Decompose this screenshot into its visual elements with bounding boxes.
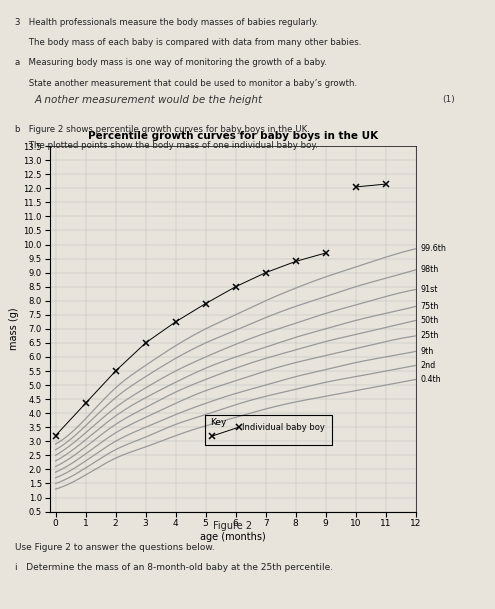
Text: 25th: 25th xyxy=(420,331,439,340)
Title: Percentile growth curves for baby boys in the UK: Percentile growth curves for baby boys i… xyxy=(88,131,378,141)
Text: b   Figure 2 shows percentile growth curves for baby boys in the UK.: b Figure 2 shows percentile growth curve… xyxy=(15,125,310,134)
Text: i   Determine the mass of an 8-month-old baby at the 25th percentile.: i Determine the mass of an 8-month-old b… xyxy=(15,563,333,572)
Text: 98th: 98th xyxy=(420,266,439,274)
Text: 99.6th: 99.6th xyxy=(420,244,446,253)
Text: Key: Key xyxy=(210,418,227,428)
Text: The body mass of each baby is compared with data from many other babies.: The body mass of each baby is compared w… xyxy=(15,38,361,48)
Text: Individual baby boy: Individual baby boy xyxy=(242,423,325,432)
Text: 50th: 50th xyxy=(420,316,439,325)
Text: Figure 2: Figure 2 xyxy=(213,521,252,530)
Text: Use Figure 2 to answer the questions below.: Use Figure 2 to answer the questions bel… xyxy=(15,543,215,552)
Text: (1): (1) xyxy=(443,94,455,104)
Text: a   Measuring body mass is one way of monitoring the growth of a baby.: a Measuring body mass is one way of moni… xyxy=(15,58,327,68)
Text: 0.4th: 0.4th xyxy=(420,375,441,384)
Y-axis label: mass (g): mass (g) xyxy=(9,308,19,350)
Text: 9th: 9th xyxy=(420,347,434,356)
Text: 75th: 75th xyxy=(420,302,439,311)
Text: 91st: 91st xyxy=(420,285,438,294)
Text: 2nd: 2nd xyxy=(420,361,436,370)
Text: 3   Health professionals measure the body masses of babies regularly.: 3 Health professionals measure the body … xyxy=(15,18,318,27)
Text: A nother measurement would be the height: A nother measurement would be the height xyxy=(35,94,263,105)
Text: State another measurement that could be used to monitor a baby’s growth.: State another measurement that could be … xyxy=(15,79,357,88)
X-axis label: age (months): age (months) xyxy=(200,532,265,543)
Text: The plotted points show the body mass of one individual baby boy.: The plotted points show the body mass of… xyxy=(15,141,318,150)
